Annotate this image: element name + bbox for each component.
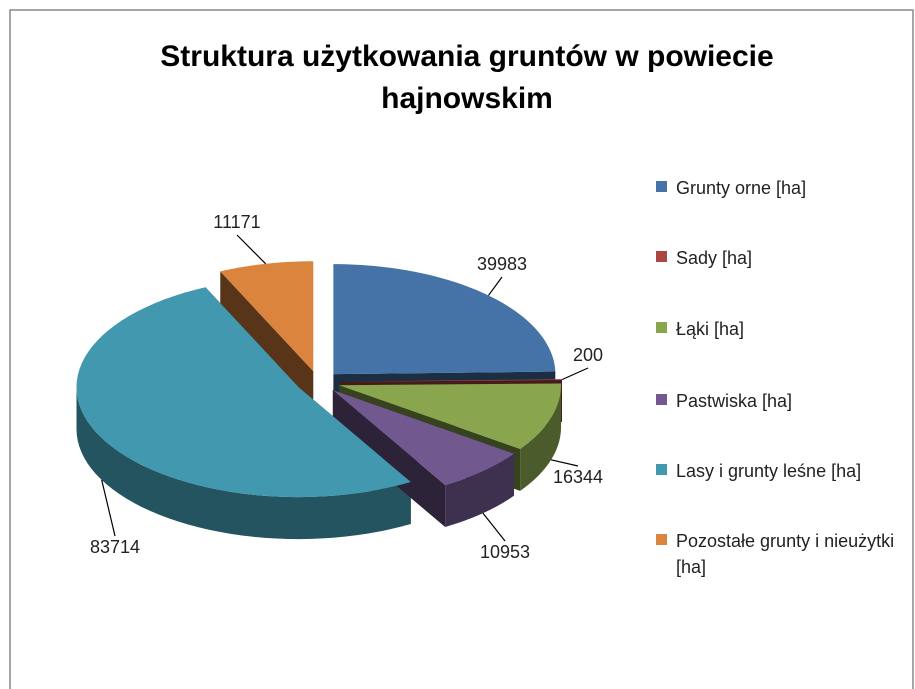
legend-item: Sady [ha] bbox=[656, 245, 906, 271]
slice-wall bbox=[332, 390, 446, 528]
slice-side bbox=[220, 271, 314, 414]
legend-swatch bbox=[656, 322, 667, 333]
pie-tops bbox=[76, 261, 562, 498]
legend-item: Łąki [ha] bbox=[656, 316, 906, 342]
leader-line bbox=[101, 479, 116, 537]
data-label: 16344 bbox=[553, 467, 603, 487]
legend-swatch bbox=[656, 464, 667, 475]
legend-swatch bbox=[656, 251, 667, 262]
chart-border bbox=[9, 9, 914, 689]
legend-label: Lasy i grunty leśne [ha] bbox=[676, 461, 862, 481]
data-label: 10953 bbox=[480, 542, 530, 562]
slice-edge bbox=[520, 385, 562, 491]
data-label: 11171 bbox=[213, 212, 260, 232]
slice-edge bbox=[76, 387, 411, 540]
data-label: 200 bbox=[573, 345, 603, 365]
leader-line bbox=[488, 276, 503, 296]
legend-label: Pastwiska [ha] bbox=[676, 391, 793, 411]
legend-swatch bbox=[656, 394, 667, 405]
legend-item: Lasy i grunty leśne [ha] bbox=[656, 458, 906, 484]
leader-line bbox=[482, 512, 506, 542]
slice-edge bbox=[445, 453, 514, 528]
legend-item: Pozostałe grunty i nieużytki [ha] bbox=[656, 528, 906, 580]
data-label: 83714 bbox=[90, 537, 140, 557]
slice bbox=[339, 379, 562, 382]
chart-title: Struktura użytkowania gruntów w powiecie… bbox=[160, 40, 774, 115]
slice bbox=[339, 383, 562, 449]
leader-line bbox=[561, 367, 589, 381]
legend-label: Pozostałe grunty i nieużytki [ha] bbox=[676, 531, 895, 577]
legend-swatch bbox=[656, 534, 667, 545]
legend-item: Pastwiska [ha] bbox=[656, 388, 906, 414]
data-label: 39983 bbox=[477, 254, 527, 274]
leader-line bbox=[236, 234, 267, 265]
slice bbox=[76, 287, 411, 498]
leader-line bbox=[550, 459, 579, 467]
legend-label: Sady [ha] bbox=[676, 248, 753, 268]
slice bbox=[332, 390, 514, 486]
slice bbox=[333, 264, 556, 375]
legend-swatch bbox=[656, 181, 667, 192]
legend-item: Grunty orne [ha] bbox=[656, 175, 906, 201]
legend-label: Grunty orne [ha] bbox=[676, 178, 807, 198]
legend-label: Łąki [ha] bbox=[676, 319, 745, 339]
slice bbox=[220, 261, 314, 372]
slice-wall bbox=[220, 271, 314, 414]
